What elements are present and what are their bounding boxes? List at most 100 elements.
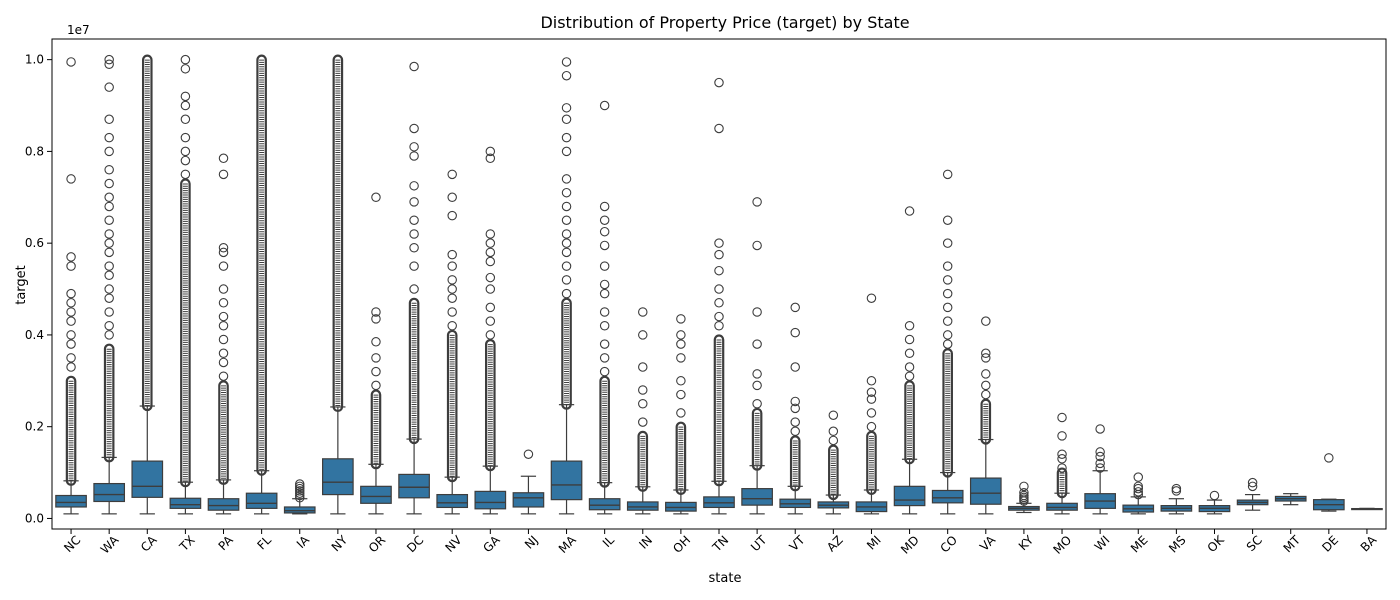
outlier-point bbox=[104, 238, 114, 248]
outlier-point bbox=[752, 240, 762, 251]
outlier-point bbox=[218, 153, 229, 164]
box-co bbox=[931, 489, 964, 504]
x-tick-label: SC bbox=[1244, 533, 1265, 554]
outlier-point bbox=[104, 146, 114, 157]
outlier-point bbox=[599, 240, 610, 251]
outlier-point bbox=[1019, 481, 1029, 492]
outlier-band bbox=[103, 343, 115, 463]
y-tick-label: 1.0 bbox=[25, 53, 44, 67]
outlier-point bbox=[104, 54, 114, 65]
outlier-point bbox=[66, 298, 76, 308]
outlier-point bbox=[409, 261, 419, 271]
outlier-band bbox=[713, 334, 725, 487]
outlier-point bbox=[218, 169, 229, 180]
box-ma bbox=[550, 460, 583, 501]
outlier-point bbox=[294, 483, 305, 494]
outlier-point bbox=[866, 421, 877, 432]
outlier-point bbox=[942, 215, 953, 225]
outlier-point bbox=[866, 293, 877, 303]
outlier-point bbox=[599, 201, 610, 212]
outlier-point bbox=[1057, 412, 1067, 423]
box-ut bbox=[741, 488, 773, 506]
outlier-point bbox=[218, 371, 229, 381]
outlier-point bbox=[904, 348, 915, 359]
outlier-point bbox=[485, 256, 496, 267]
outlier-point bbox=[599, 288, 610, 299]
outlier-point bbox=[676, 353, 686, 363]
outlier-point bbox=[1057, 431, 1067, 441]
outlier-band bbox=[332, 54, 344, 413]
outlier-band bbox=[789, 435, 801, 492]
outlier-point bbox=[561, 146, 572, 157]
outlier-point bbox=[447, 249, 457, 260]
outlier-point bbox=[752, 369, 762, 379]
outlier-band bbox=[65, 375, 77, 486]
outlier-point bbox=[599, 307, 610, 317]
x-tick-label: GA bbox=[480, 532, 503, 555]
outlier-point bbox=[714, 265, 724, 276]
outlier-band bbox=[904, 380, 915, 465]
outlier-point bbox=[447, 284, 457, 294]
outlier-point bbox=[1057, 463, 1067, 473]
outlier-point bbox=[561, 229, 572, 239]
outlier-band bbox=[942, 348, 953, 478]
outlier-point bbox=[180, 100, 191, 111]
outlier-point bbox=[1247, 477, 1258, 488]
chart-title: Distribution of Property Price (target) … bbox=[540, 13, 909, 32]
outlier-point bbox=[294, 488, 305, 498]
outlier-point bbox=[942, 261, 953, 271]
outlier-point bbox=[561, 261, 572, 271]
outlier-band bbox=[599, 375, 610, 488]
outlier-band bbox=[675, 421, 687, 496]
outlier-point bbox=[676, 339, 686, 349]
outlier-point bbox=[447, 261, 457, 271]
outlier-band bbox=[828, 444, 839, 501]
outlier-point bbox=[104, 132, 114, 143]
outlier-point bbox=[66, 307, 76, 317]
outlier-point bbox=[561, 288, 572, 299]
outlier-point bbox=[447, 275, 457, 285]
box-ny bbox=[322, 458, 354, 496]
outlier-point bbox=[752, 307, 762, 317]
outlier-point bbox=[371, 366, 381, 377]
outlier-point bbox=[180, 91, 191, 102]
outlier-point bbox=[294, 481, 305, 492]
outlier-point bbox=[180, 64, 191, 74]
outlier-point bbox=[180, 54, 191, 65]
outlier-point bbox=[1019, 488, 1029, 498]
x-tick-label: IL bbox=[600, 533, 617, 550]
outlier-point bbox=[638, 307, 648, 317]
x-tick-label: MA bbox=[556, 532, 580, 556]
outlier-point bbox=[981, 389, 991, 400]
outlier-point bbox=[180, 132, 191, 143]
outlier-point bbox=[371, 192, 381, 203]
outlier-point bbox=[104, 178, 114, 189]
outlier-point bbox=[66, 339, 76, 349]
outlier-band bbox=[751, 407, 763, 471]
outlier-point bbox=[828, 435, 839, 446]
outlier-point bbox=[638, 330, 648, 340]
outlier-point bbox=[104, 261, 114, 271]
plot-area: 0.0 0.2 0.4 0.6 0.8 1.0 NC WA CA TX PA FL IA NY OR DC NV… bbox=[25, 53, 1383, 557]
outlier-band bbox=[446, 329, 458, 483]
outlier-point bbox=[409, 151, 419, 161]
outlier-point bbox=[409, 123, 419, 134]
outlier-point bbox=[599, 339, 610, 349]
outlier-point bbox=[638, 417, 648, 427]
outlier-point bbox=[218, 311, 229, 322]
outlier-point bbox=[294, 493, 305, 503]
outlier-point bbox=[599, 366, 610, 377]
outlier-point bbox=[790, 327, 800, 338]
outlier-point bbox=[866, 394, 877, 404]
outlier-point bbox=[1095, 424, 1105, 434]
outlier-point bbox=[409, 61, 419, 72]
y-axis-label: target bbox=[14, 265, 29, 305]
outlier-point bbox=[1247, 481, 1258, 492]
outlier-point bbox=[485, 146, 496, 157]
x-tick-label: DE bbox=[1319, 533, 1341, 555]
outlier-point bbox=[942, 238, 953, 248]
y-tick-label: 0.4 bbox=[25, 328, 44, 342]
outlier-point bbox=[447, 307, 457, 317]
outlier-point bbox=[485, 238, 496, 248]
